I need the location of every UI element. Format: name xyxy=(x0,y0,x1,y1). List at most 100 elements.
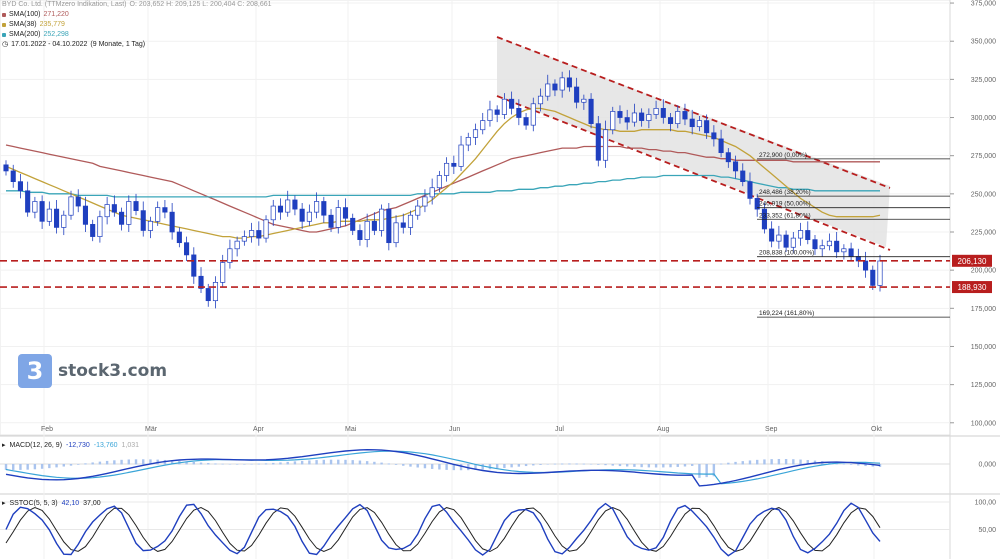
macd-histogram-bar xyxy=(510,464,513,468)
macd-histogram-bar xyxy=(91,462,94,465)
macd-histogram-bar xyxy=(669,464,672,468)
lower-trendline xyxy=(496,95,891,251)
candle-up xyxy=(220,262,226,283)
x-tick-label: Jul xyxy=(555,426,564,433)
candle-down xyxy=(509,98,515,109)
macd-histogram-bar xyxy=(524,464,528,467)
macd-histogram-bar xyxy=(105,460,109,465)
macd-histogram-bar xyxy=(98,461,102,465)
candle-down xyxy=(54,208,60,228)
macd-value-1: -12,730 xyxy=(66,441,90,449)
candle-up xyxy=(104,204,110,218)
candle-up xyxy=(465,137,471,146)
candle-up xyxy=(797,230,804,239)
fib-level-label: 272,900 (0,00%) xyxy=(759,152,807,159)
candle-down xyxy=(711,132,717,140)
macd-histogram-bar xyxy=(351,460,354,465)
sstoc-legend: ▸ SSTOC(5, 5, 3) 42,10 37,00 xyxy=(2,499,101,508)
sstoc-tick-label: 100,00 xyxy=(975,500,997,507)
macd-histogram-bar xyxy=(207,463,210,465)
macd-panel: 0,000 xyxy=(0,448,996,487)
sstoc-value-2: 37,00 xyxy=(83,499,101,507)
candle-down xyxy=(682,111,688,120)
candle-down xyxy=(386,208,392,244)
sma100-line xyxy=(5,144,880,233)
candle-down xyxy=(624,117,630,123)
x-tick-label: Mär xyxy=(145,426,158,433)
candle-down xyxy=(617,111,623,118)
sstoc-expand-icon[interactable]: ▸ xyxy=(2,500,6,507)
candle-up xyxy=(819,245,825,250)
macd-histogram-bar xyxy=(727,462,730,465)
macd-histogram-bar xyxy=(712,464,716,477)
macd-histogram-bar xyxy=(539,464,542,465)
candle-down xyxy=(574,86,580,103)
y-tick-label: 300,000 xyxy=(971,115,996,122)
candle-down xyxy=(299,208,305,222)
macd-histogram-bar xyxy=(676,464,679,467)
macd-histogram-bar xyxy=(474,464,477,470)
y-tick-label: 325,000 xyxy=(971,77,996,84)
macd-histogram-bar xyxy=(235,464,239,465)
candle-down xyxy=(451,162,457,167)
candle-down xyxy=(783,234,789,248)
macd-histogram-bar xyxy=(633,464,636,467)
sstoc-panel: 100,00 50,00 xyxy=(0,500,997,557)
macd-histogram-bar xyxy=(430,464,434,469)
candle-down xyxy=(870,269,876,286)
y-tick-label: 150,000 xyxy=(971,344,996,351)
candle-down xyxy=(90,224,96,237)
macd-histogram-bar xyxy=(878,464,882,467)
candle-up xyxy=(631,112,637,123)
macd-histogram-bar xyxy=(409,464,412,467)
macd-histogram-bar xyxy=(365,461,369,465)
candle-up xyxy=(126,201,132,225)
macd-histogram-bar xyxy=(741,461,744,465)
candle-up xyxy=(545,83,551,97)
candle-down xyxy=(805,230,811,240)
sma38-swatch xyxy=(2,23,6,27)
candle-up xyxy=(776,234,782,242)
macd-histogram-bar xyxy=(481,464,484,470)
candle-down xyxy=(10,170,16,182)
fib-level-label: 208,838 (100,00%) xyxy=(759,250,814,257)
macd-histogram-bar xyxy=(77,464,80,465)
macd-histogram-bar xyxy=(329,459,333,465)
macd-expand-icon[interactable]: ▸ xyxy=(2,442,6,449)
sstoc-label: SSTOC(5, 5, 3) xyxy=(9,499,58,507)
candle-down xyxy=(162,207,168,213)
macd-histogram-bar xyxy=(358,460,362,465)
y-tick-label: 275,000 xyxy=(971,153,996,160)
candle-down xyxy=(328,214,334,228)
candle-up xyxy=(306,211,312,222)
candle-up xyxy=(422,196,428,207)
y-tick-label: 250,000 xyxy=(971,191,996,198)
x-tick-label: Apr xyxy=(253,426,265,433)
candle-up xyxy=(530,103,536,126)
candle-up xyxy=(696,120,702,128)
macd-histogram-bar xyxy=(69,464,73,466)
macd-histogram-bar xyxy=(26,464,29,470)
macd-histogram-bar xyxy=(560,463,564,465)
macd-histogram-bar xyxy=(756,459,759,465)
candle-down xyxy=(812,239,818,250)
candle-down xyxy=(704,120,710,134)
candle-up xyxy=(364,220,370,240)
macd-histogram-bar xyxy=(4,464,8,470)
macd-histogram-bar xyxy=(113,460,116,465)
candle-up xyxy=(841,248,847,253)
x-tick-label: Feb xyxy=(41,426,53,433)
macd-histogram-bar xyxy=(337,459,340,465)
candle-up xyxy=(407,214,414,228)
macd-histogram-bar xyxy=(199,462,203,465)
y-tick-label: 375,000 xyxy=(971,1,996,8)
candle-down xyxy=(494,109,500,115)
upper-trendline xyxy=(496,36,891,189)
candle-down xyxy=(660,108,666,118)
macd-histogram-bar xyxy=(300,460,304,465)
candle-down xyxy=(350,217,356,231)
macd-histogram-bar xyxy=(62,464,65,467)
macd-histogram-bar xyxy=(127,459,130,465)
trend-channel xyxy=(496,36,891,251)
